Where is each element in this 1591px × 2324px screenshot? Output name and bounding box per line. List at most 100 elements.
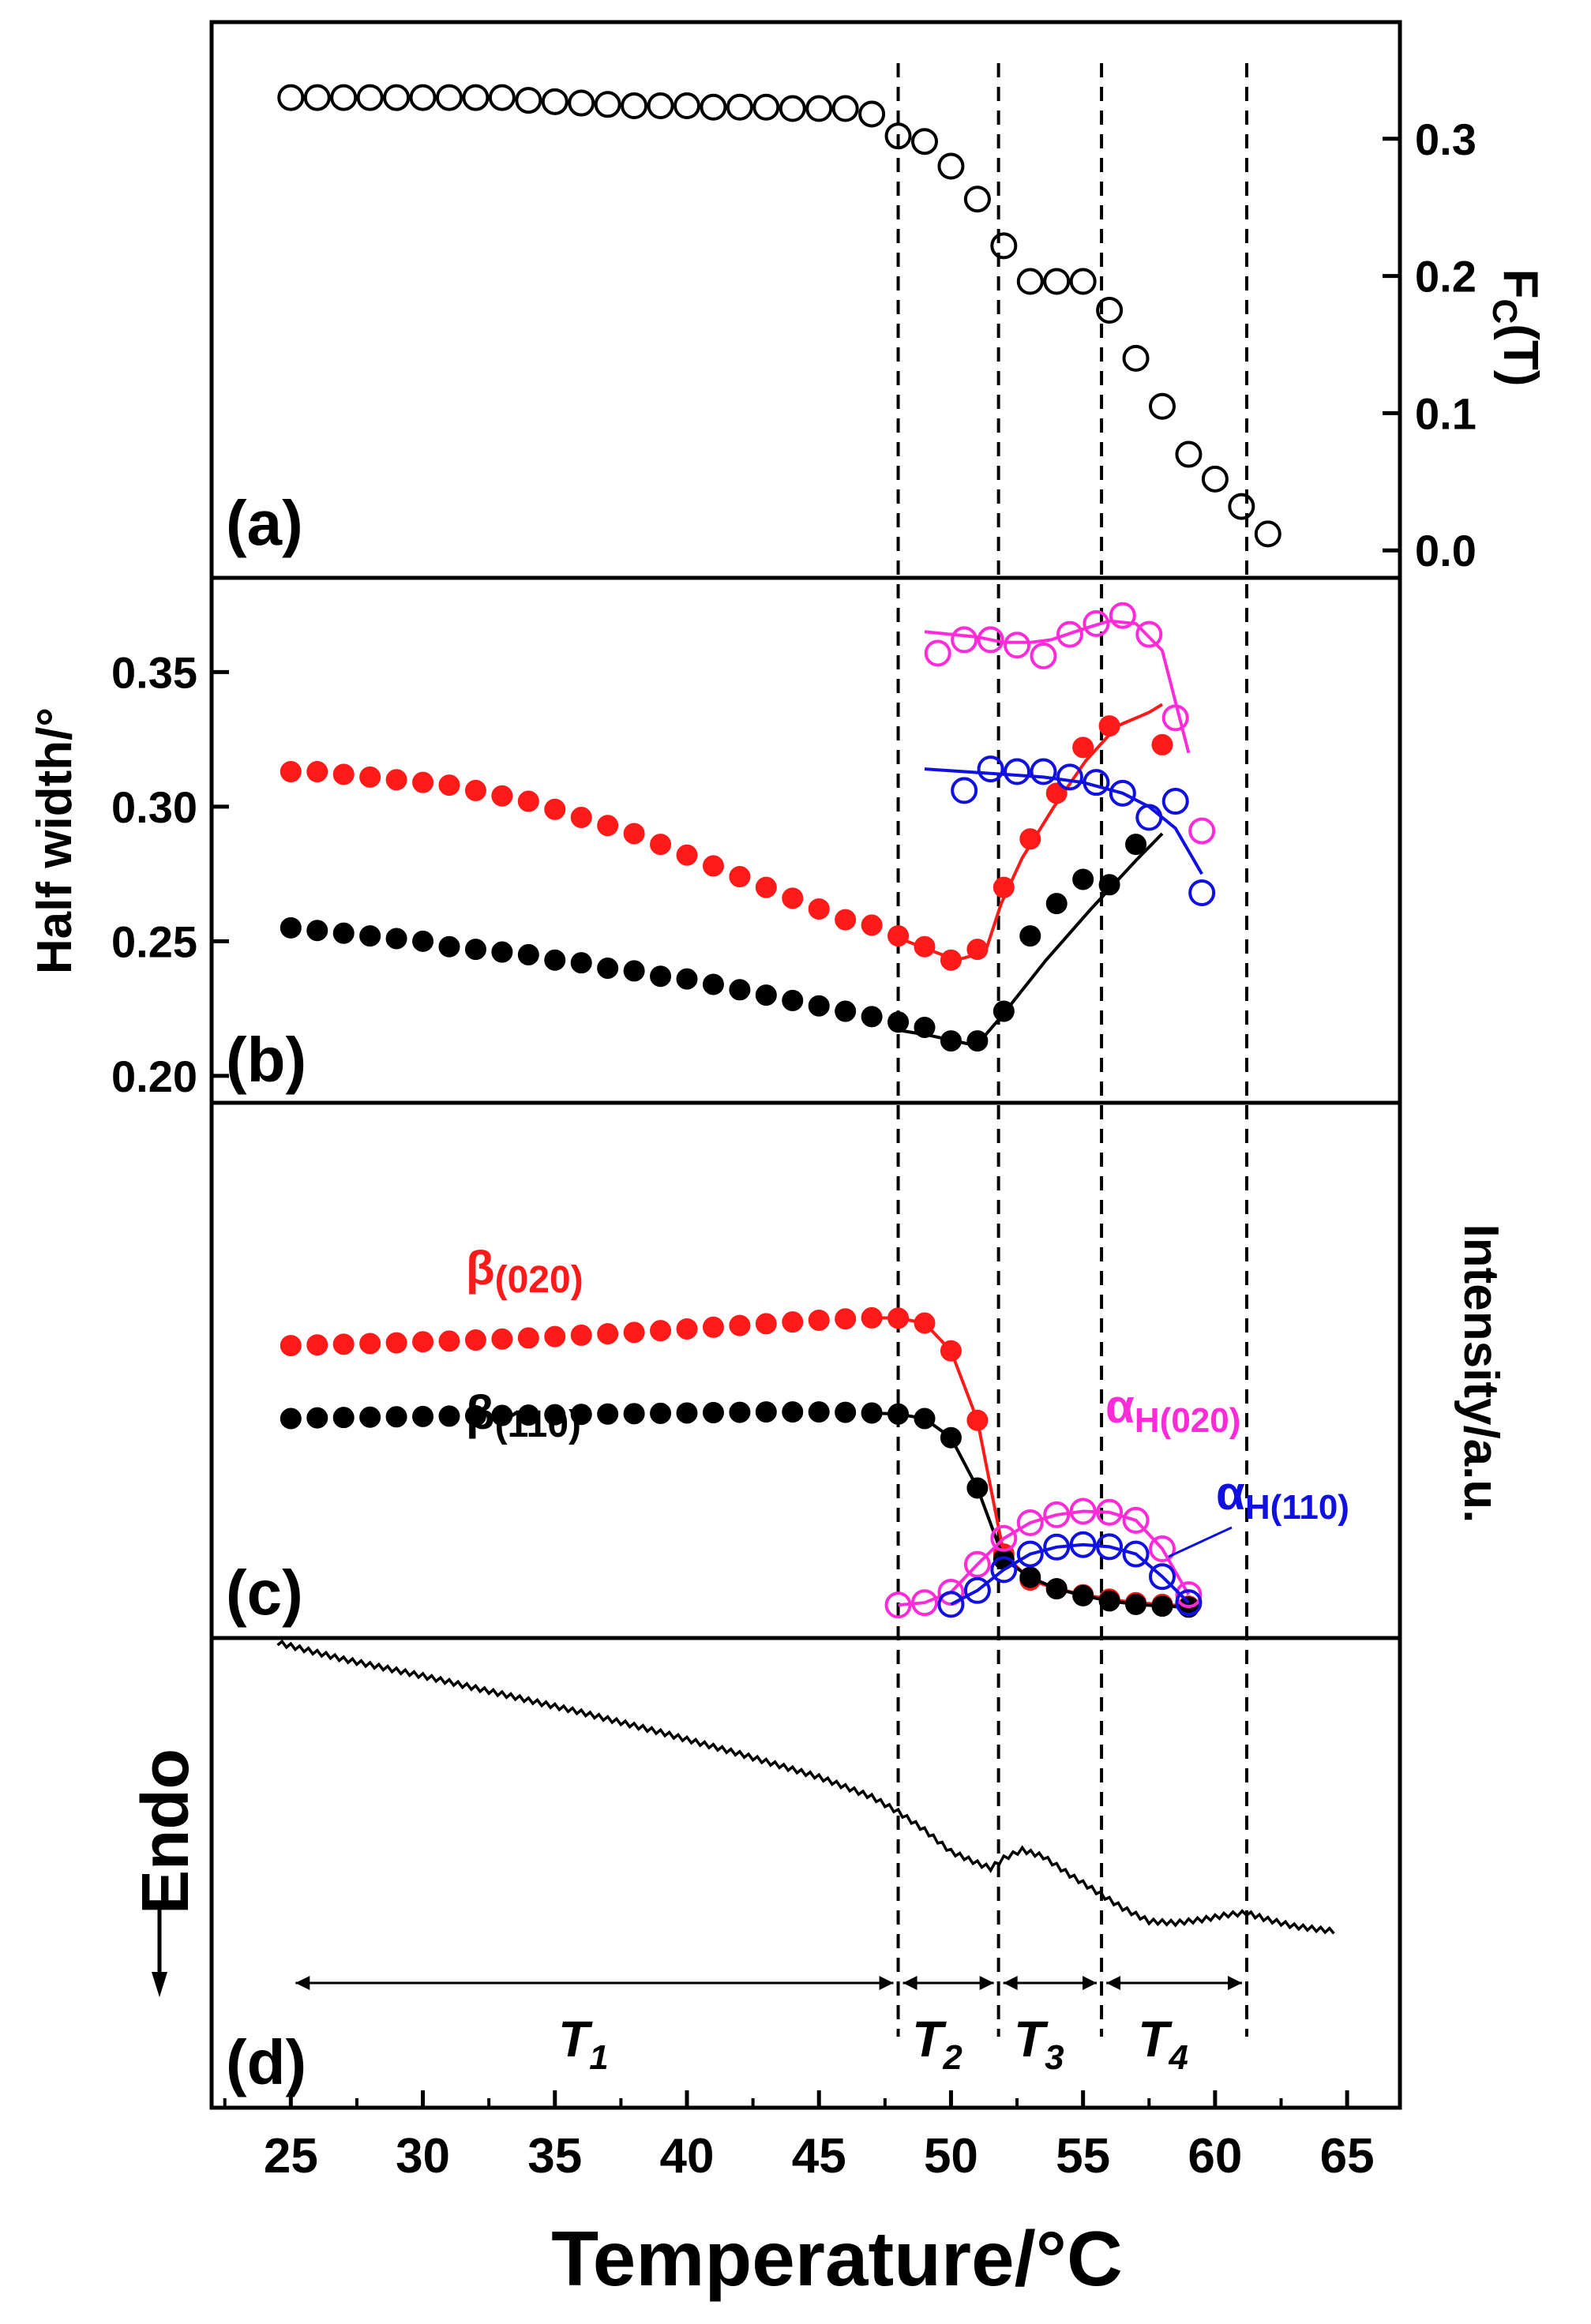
data-point: [1016, 268, 1044, 295]
data-point: [779, 95, 806, 122]
data-point: [1069, 1531, 1097, 1558]
data-point: [597, 1403, 619, 1425]
data-point: [359, 1333, 381, 1355]
panel-b-y-axis: 0.20 0.25 0.30 0.35: [111, 647, 229, 1101]
data-point: [1083, 769, 1110, 797]
data-point: [1096, 297, 1124, 324]
data-point: [332, 922, 355, 944]
x-tick-label: 30: [396, 2129, 450, 2183]
data-point: [1043, 1501, 1071, 1528]
data-point: [385, 928, 407, 950]
data-point: [1149, 392, 1176, 420]
data-point: [729, 1401, 751, 1423]
data-point: [966, 1477, 989, 1499]
data-point: [940, 1030, 962, 1052]
data-point: [752, 93, 780, 121]
data-point: [280, 1335, 302, 1357]
data-point: [623, 823, 645, 845]
data-point: [280, 761, 302, 783]
data-point: [356, 84, 384, 111]
data-point: [977, 755, 1004, 783]
data-point: [966, 1030, 989, 1052]
data-point: [385, 1406, 407, 1428]
data-point: [729, 866, 751, 888]
fit-line: [924, 619, 1191, 754]
data-point: [1161, 704, 1189, 732]
x-tick-label: 40: [660, 2129, 715, 2183]
data-point: [911, 128, 938, 156]
panel-b-y-label: Half width/°: [28, 707, 82, 974]
data-point: [755, 984, 777, 1006]
data-point: [306, 761, 328, 783]
data-point: [1122, 344, 1150, 372]
y-tick-label: 0.2: [1415, 252, 1477, 302]
data-point: [1019, 828, 1041, 850]
data-point: [992, 876, 1015, 898]
data-point: [1083, 609, 1110, 637]
region-arrow-head: [879, 1976, 894, 1990]
data-point: [544, 1404, 566, 1426]
panel-c-plot: [280, 1306, 1203, 1619]
data-point: [623, 960, 645, 982]
x-tick-label: 35: [527, 2129, 582, 2183]
data-point: [438, 1330, 460, 1352]
data-point: [1043, 268, 1071, 295]
data-point: [1109, 779, 1136, 807]
data-point: [438, 935, 460, 958]
panel-c-label: (c): [226, 1557, 303, 1628]
dsc-curve: [276, 1639, 1335, 1935]
data-point: [805, 95, 833, 122]
panel-b-frame: [209, 575, 1402, 1105]
data-point: [676, 1318, 698, 1340]
data-point: [1043, 1533, 1071, 1561]
data-point: [861, 914, 883, 936]
data-point: [940, 1426, 962, 1449]
data-point: [1098, 874, 1120, 896]
data-point: [1016, 1509, 1044, 1536]
data-point: [383, 84, 411, 111]
data-point: [332, 1333, 355, 1355]
legend-beta-110: β(110): [466, 1386, 581, 1445]
panel-d-label: (d): [226, 2027, 306, 2097]
data-point: [412, 1405, 434, 1427]
data-point: [937, 1591, 965, 1618]
data-point: [570, 1404, 592, 1426]
data-point: [597, 815, 619, 837]
data-point: [488, 84, 516, 111]
data-point: [963, 1576, 991, 1604]
data-point: [676, 844, 698, 866]
data-point: [884, 1591, 912, 1619]
data-point: [1098, 715, 1120, 737]
region-arrow-head: [1228, 1976, 1243, 1990]
data-point: [570, 952, 592, 974]
y-tick-label: 0.25: [111, 916, 197, 966]
data-point: [436, 84, 463, 111]
data-point: [517, 1404, 539, 1426]
data-point: [887, 1011, 910, 1033]
data-point: [1045, 893, 1068, 915]
data-point: [306, 920, 328, 942]
data-point: [330, 84, 358, 111]
data-point: [782, 1401, 804, 1423]
data-point: [303, 84, 331, 111]
data-point: [280, 1408, 302, 1430]
x-tick-label: 55: [1056, 2129, 1110, 2183]
panel-c-y-label: Intensity/a.u.: [1454, 1224, 1508, 1524]
data-point: [1161, 788, 1189, 815]
x-axis-label: Temperature/°C: [551, 2215, 1123, 2302]
panel-d-plot: [276, 1639, 1335, 1935]
panel-a-y-axis: 0.0 0.1 0.2 0.3: [1383, 114, 1477, 575]
data-point: [1056, 620, 1083, 648]
data-point: [951, 777, 978, 804]
data-point: [464, 939, 486, 961]
data-point: [464, 1404, 486, 1426]
data-point: [277, 84, 305, 111]
data-point: [887, 925, 910, 947]
data-point: [491, 941, 513, 963]
data-point: [359, 766, 381, 788]
data-point: [570, 1324, 592, 1346]
data-point: [676, 968, 698, 990]
data-point: [782, 1311, 804, 1333]
region-arrow-head: [979, 1976, 994, 1990]
